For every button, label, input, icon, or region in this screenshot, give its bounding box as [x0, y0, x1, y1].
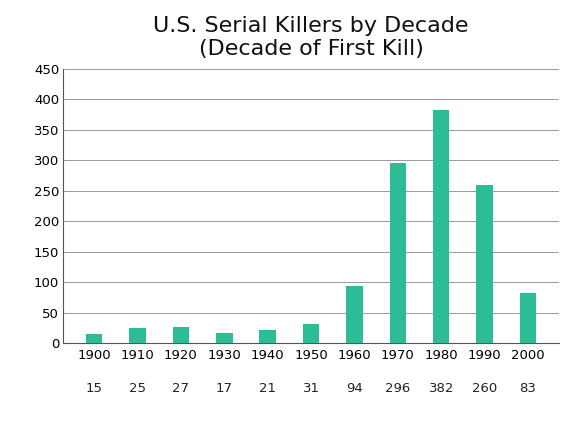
- Text: 83: 83: [520, 382, 536, 395]
- Bar: [129, 328, 146, 343]
- Text: 296: 296: [385, 382, 411, 395]
- Text: 382: 382: [429, 382, 454, 395]
- Bar: [259, 330, 276, 343]
- Bar: [389, 163, 406, 343]
- Bar: [520, 293, 536, 343]
- Text: 17: 17: [216, 382, 233, 395]
- Text: 21: 21: [259, 382, 276, 395]
- Text: 15: 15: [86, 382, 103, 395]
- Bar: [303, 324, 319, 343]
- Bar: [346, 286, 363, 343]
- Text: 25: 25: [129, 382, 146, 395]
- Text: 31: 31: [302, 382, 320, 395]
- Bar: [173, 327, 189, 343]
- Bar: [476, 184, 493, 343]
- Bar: [433, 110, 449, 343]
- Title: U.S. Serial Killers by Decade
(Decade of First Kill): U.S. Serial Killers by Decade (Decade of…: [153, 15, 469, 59]
- Text: 260: 260: [472, 382, 497, 395]
- Text: 94: 94: [346, 382, 363, 395]
- Bar: [216, 333, 233, 343]
- Bar: [86, 334, 103, 343]
- Text: 27: 27: [172, 382, 190, 395]
